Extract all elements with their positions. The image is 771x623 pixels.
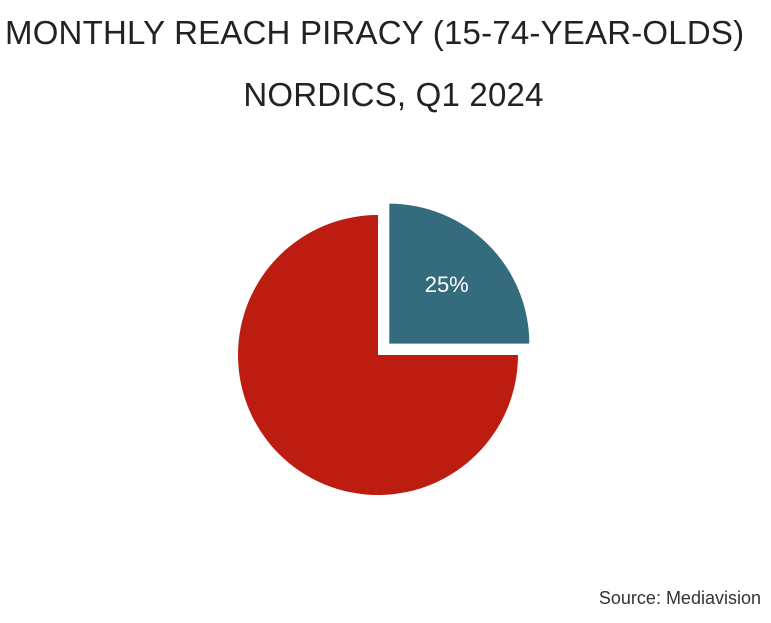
pie-slice-label-0: 25% [425, 272, 469, 297]
pie-labels: 25% [425, 272, 469, 297]
pie-slices [238, 203, 530, 495]
chart-subtitle: NORDICS, Q1 2024 [243, 76, 544, 113]
source-note: Source: Mediavision [598, 588, 761, 608]
chart-title: MONTHLY REACH PIRACY (15-74-YEAR-OLDS) [5, 14, 745, 51]
pie-slice-1 [238, 215, 518, 495]
pie-slice-0 [389, 203, 530, 344]
